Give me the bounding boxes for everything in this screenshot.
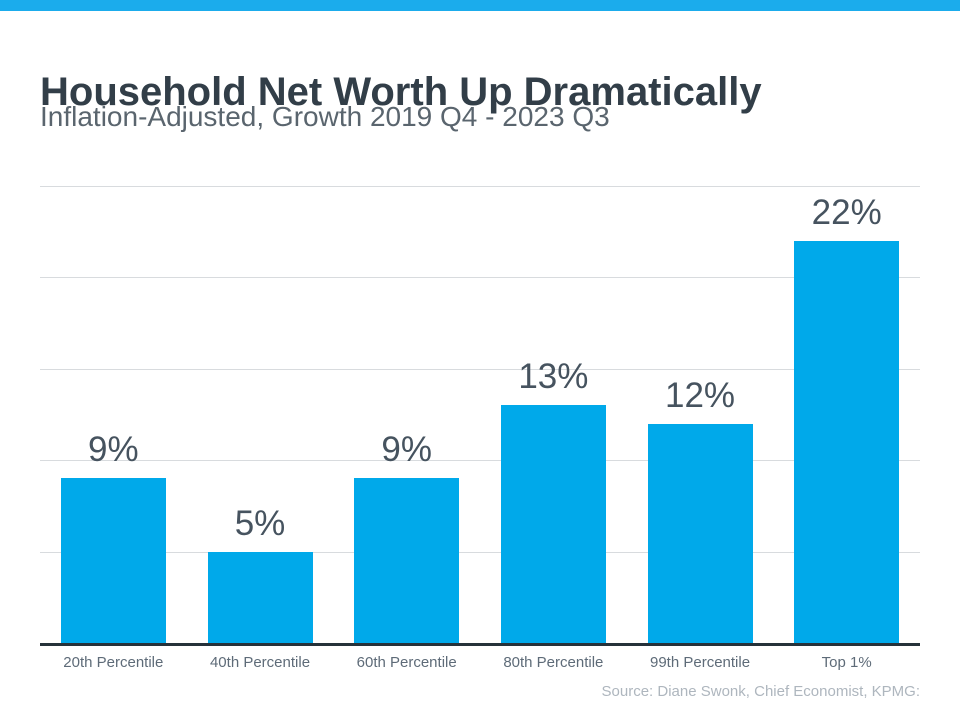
bar-value-label: 9%: [88, 430, 139, 470]
bar-value-label: 9%: [381, 430, 432, 470]
x-axis-label: Top 1%: [821, 654, 872, 671]
top-accent-bar: [0, 0, 960, 11]
bar-4: [500, 405, 606, 643]
bar-value-label: 22%: [811, 192, 882, 232]
gridline: [40, 368, 920, 370]
bar-columns: 9% 5% 9% 13% 12% 22%: [40, 186, 920, 643]
bar-column: 9%: [40, 186, 187, 643]
bar-column: 5%: [187, 186, 334, 643]
bar-3: [354, 478, 460, 643]
bar-6: [794, 240, 900, 643]
x-axis-label: 60th Percentile: [356, 654, 457, 671]
source-attribution: Source: Diane Swonk, Chief Economist, KP…: [601, 683, 920, 700]
x-axis-label: 20th Percentile: [63, 654, 164, 671]
bar-column: 22%: [773, 186, 920, 643]
bar-column: 9%: [333, 186, 480, 643]
bar-5: [647, 423, 753, 643]
bar-column: 12%: [627, 186, 774, 643]
plot-area: 9% 5% 9% 13% 12% 22%: [40, 186, 920, 646]
bar-value-label: 13%: [518, 357, 589, 397]
bar-value-label: 12%: [664, 375, 736, 415]
page-title: Household Net Worth Up Dramatically: [40, 69, 762, 114]
x-axis-label: 80th Percentile: [503, 654, 604, 671]
gridline: [40, 460, 920, 462]
x-axis-label: 40th Percentile: [209, 654, 311, 671]
bar-2: [207, 551, 313, 643]
gridline: [40, 551, 920, 553]
bar-column: 13%: [480, 186, 627, 643]
x-axis-labels: 20th Percentile 40th Percentile 60th Perce…: [40, 654, 920, 672]
bar-value-label: 5%: [234, 503, 286, 543]
gridline: [40, 186, 920, 187]
gridline: [40, 277, 920, 279]
x-axis-label: 99th Percentile: [649, 654, 751, 671]
bar-1: [60, 478, 166, 643]
page-subtitle: Inflation-Adjusted, Growth 2019 Q4 - 202…: [40, 101, 610, 132]
